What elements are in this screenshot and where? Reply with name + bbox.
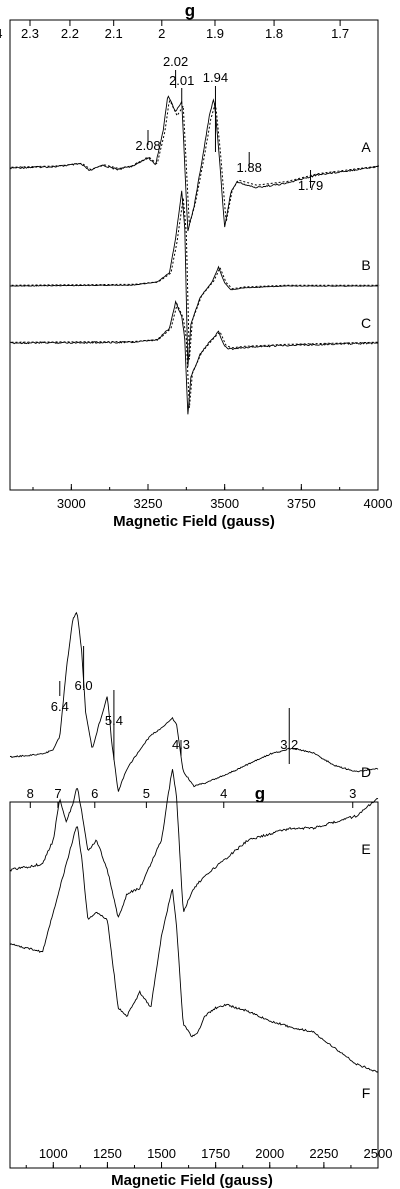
trace-B (9, 190, 378, 367)
top-x-tick-label-0: 3000 (57, 496, 86, 511)
trace-label-A: A (361, 139, 371, 155)
top-g-tick-label-0: 2.4 (0, 26, 2, 41)
trace-D (9, 611, 379, 792)
trace-E (9, 769, 379, 918)
top-annotation-3: 1.94 (203, 70, 228, 85)
trace-F (9, 826, 379, 1073)
top-g-tick-label-4: 2 (158, 26, 165, 41)
trace-B-dashed (11, 197, 380, 360)
trace-C-dashed (11, 302, 380, 408)
bottom-x-tick-label-0: 1000 (39, 1146, 68, 1161)
top-annotation-2: 2.01 (169, 73, 194, 88)
panel-bottom-g-axis-title: g (255, 784, 265, 803)
bottom-x-tick-label-5: 2250 (309, 1146, 338, 1161)
trace-A-dashed (11, 99, 380, 226)
trace-label-C: C (361, 315, 371, 331)
bottom-g-tick-label-0: 8 (27, 786, 34, 801)
bottom-g-tick-label-4: 4 (220, 786, 227, 801)
top-x-tick-label-1: 3250 (134, 496, 163, 511)
bottom-x-tick-label-1: 1250 (93, 1146, 122, 1161)
top-g-tick-label-6: 1.8 (265, 26, 283, 41)
bottom-annotation-1: 6.0 (75, 678, 93, 693)
top-g-tick-label-2: 2.2 (61, 26, 79, 41)
top-x-tick-label-3: 3750 (287, 496, 316, 511)
bottom-x-tick-label-4: 2000 (255, 1146, 284, 1161)
top-annotation-0: 2.08 (135, 138, 160, 153)
trace-label-D: D (361, 764, 371, 780)
trace-label-B: B (361, 257, 370, 273)
top-g-tick-label-1: 2.3 (21, 26, 39, 41)
top-g-tick-label-5: 1.9 (206, 26, 224, 41)
panel-bottom: g Magnetic Field (gauss) 1000 1250 1500 175… (9, 611, 393, 1189)
panel-top-x-axis-title: Magnetic Field (gauss) (113, 513, 275, 530)
bottom-x-tick-label-3: 1750 (201, 1146, 230, 1161)
trace-C (9, 299, 379, 415)
bottom-annotation-2: 5.4 (105, 713, 123, 728)
bottom-g-tick-label-3: 5 (143, 786, 150, 801)
panel-top: g Magnetic Field (gauss) 3000 3250 3500 375… (0, 1, 392, 530)
top-g-tick-label-3: 2.1 (105, 26, 123, 41)
bottom-annotation-0: 6.4 (51, 699, 69, 714)
top-annotation-5: 1.79 (298, 178, 323, 193)
trace-label-F: F (362, 1085, 371, 1101)
bottom-g-tick-label-5: 3 (349, 786, 356, 801)
trace-label-E: E (361, 841, 370, 857)
bottom-x-tick-label-6: 2500 (364, 1146, 393, 1161)
bottom-g-tick-label-1: 7 (54, 786, 61, 801)
top-annotation-1: 2.02 (163, 54, 188, 69)
top-g-tick-label-7: 1.7 (331, 26, 349, 41)
panel-top-frame (9, 19, 379, 491)
top-x-tick-label-4: 4000 (364, 496, 393, 511)
panel-bottom-x-axis-title: Magnetic Field (gauss) (111, 1172, 273, 1189)
bottom-g-tick-label-2: 6 (91, 786, 98, 801)
top-x-tick-label-2: 3500 (210, 496, 239, 511)
panel-bottom-frame (9, 801, 379, 1169)
top-annotation-4: 1.88 (237, 160, 262, 175)
bottom-annotation-4: 3.2 (280, 737, 298, 752)
trace-A (9, 95, 379, 232)
bottom-x-tick-label-2: 1500 (147, 1146, 176, 1161)
bottom-annotation-3: 4.3 (172, 737, 190, 752)
panel-top-g-axis-title: g (185, 1, 195, 20)
